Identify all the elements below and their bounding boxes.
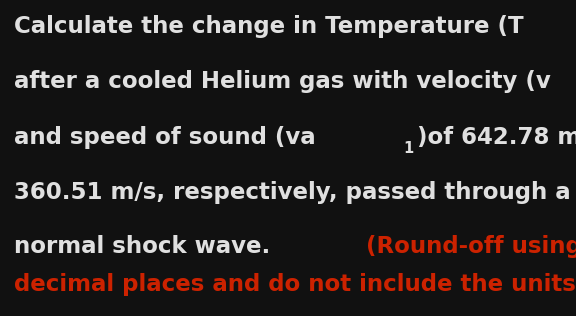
Text: Calculate the change in Temperature (T: Calculate the change in Temperature (T [14,15,524,38]
Text: after a cooled Helium gas with velocity (v: after a cooled Helium gas with velocity … [14,70,551,94]
Text: 1: 1 [404,141,414,156]
Text: 360.51 m/s, respectively, passed through a: 360.51 m/s, respectively, passed through… [14,181,571,204]
Text: (Round-off using 2: (Round-off using 2 [366,235,576,258]
Text: )of 642.78 m/s and: )of 642.78 m/s and [417,126,576,149]
Text: and speed of sound (va: and speed of sound (va [14,126,316,149]
Text: decimal places and do not include the units: decimal places and do not include the un… [14,273,576,296]
Text: normal shock wave.: normal shock wave. [14,235,287,258]
